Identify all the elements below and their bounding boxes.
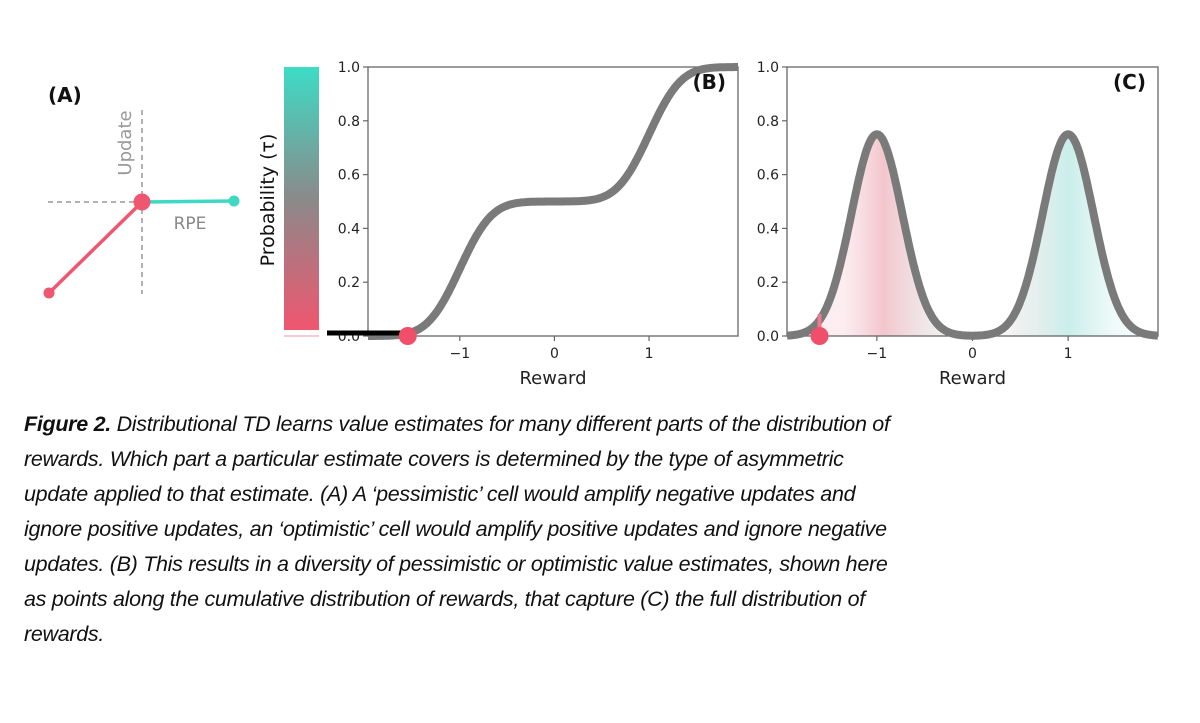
x-tick-label: 1 [645,346,654,362]
panel-a-label: (A) [48,83,82,107]
y-tick-label: 1.0 [757,60,779,76]
pessimistic-update-line [47,200,144,295]
panel-c-chart: 0.0 0.2 0.4 0.6 0.8 1.0 −1 0 1 Reward (C) [757,60,1161,389]
caption-line: as points along the cumulative distribut… [24,587,865,611]
x-tick-label: 0 [968,346,977,362]
optimistic-update-line [141,199,235,204]
y-tick-label: 0.2 [757,275,779,291]
x-tick-label: −1 [867,346,888,362]
x-tick-label: 0 [550,346,559,362]
colorbar: Probability (τ) [257,67,319,337]
y-tick-label: 0.6 [338,168,360,184]
caption-line: updates. (B) This results in a diversity… [24,552,888,576]
figure-caption: Figure 2. Distributional TD learns value… [24,407,1194,652]
x-axis-label: Reward [939,368,1006,389]
caption-line: update applied to that estimate. (A) A ‘… [24,482,856,506]
caption-line: rewards. [24,622,105,646]
pessimistic-endpoint [43,287,55,299]
caption-line: ignore positive updates, an ‘optimistic’… [24,517,887,541]
y-tick-label: 0.8 [338,114,360,130]
caption-line: Figure 2. Distributional TD learns value… [24,407,1194,442]
panel-label: (B) [692,70,726,94]
caption-line: rewards. Which part a particular estimat… [24,447,844,471]
distribution-fill [787,134,1158,336]
panel-a: (A) Update RPE [43,83,240,299]
cdf-curve [365,63,741,340]
y-tick-label: 1.0 [338,60,360,76]
value-estimate-point [398,327,417,345]
y-tick-label: 0.4 [757,221,779,237]
optimistic-endpoint [228,195,240,207]
axes-frame [367,66,739,337]
rpe-axis-label: RPE [174,214,207,234]
value-estimate-point [810,327,829,345]
figure-label: Figure 2. [24,412,111,436]
origin-point [133,193,151,211]
y-tick-label: 0.8 [757,114,779,130]
update-axis-label: Update [115,110,136,175]
colorbar-label: Probability (τ) [257,134,279,267]
pdf-curve [784,130,1161,340]
y-tick-label: 0.0 [757,329,779,345]
y-tick-label: 0.6 [757,168,779,184]
x-tick-label: 1 [1064,346,1073,362]
colorbar-gradient [284,67,319,330]
x-tick-label: −1 [449,346,470,362]
y-tick-label: 0.2 [338,275,360,291]
caption-text: Distributional TD learns value estimates… [110,412,890,436]
figure-2: (A) Update RPE Probability (τ) 0.0 0.2 0.4… [43,60,1161,389]
x-axis-label: Reward [519,368,586,389]
y-tick-label: 0.4 [338,221,360,237]
panel-label: (C) [1113,70,1146,94]
